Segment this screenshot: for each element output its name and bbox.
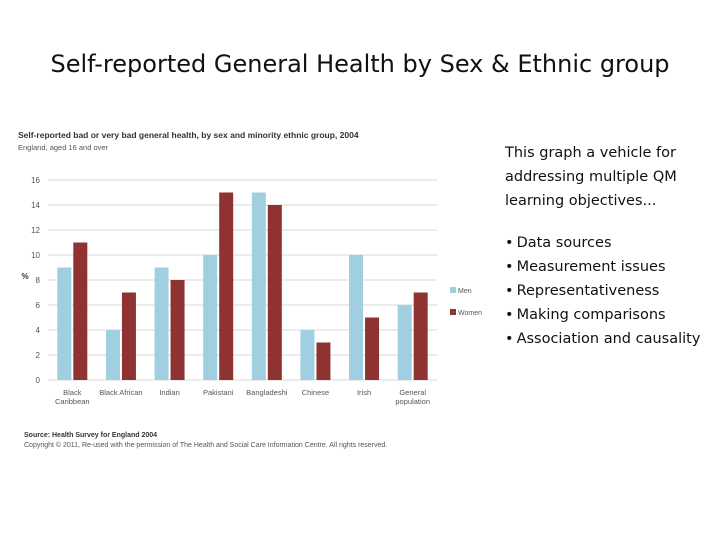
x-tick-label: Bangladeshi — [246, 388, 288, 397]
list-item-label: Data sources — [516, 235, 612, 251]
bar-women — [121, 292, 136, 380]
chart-copyright: Copyright © 2011, Re-used with the permi… — [24, 442, 388, 449]
list-item: • Association and causality — [505, 327, 717, 351]
bar-men — [251, 192, 266, 380]
y-tick-label: 2 — [36, 351, 41, 360]
x-tick-label: Black African — [99, 388, 142, 397]
bullet-icon: • — [505, 307, 514, 323]
legend-swatch-women — [450, 309, 456, 315]
bar-women — [73, 242, 88, 380]
bullet-icon: • — [505, 259, 514, 275]
bar-women — [219, 192, 234, 380]
objectives-list: • Data sources • Measurement issues • Repre… — [505, 231, 717, 351]
y-tick-label: 8 — [36, 276, 41, 285]
x-tick-label: Pakistani — [203, 388, 234, 397]
y-tick-label: 4 — [36, 326, 41, 335]
chart-title: Self-reported bad or very bad general he… — [18, 130, 359, 140]
list-item: • Making comparisons — [505, 303, 717, 327]
bar-men — [349, 255, 364, 380]
bar-men — [105, 330, 120, 380]
list-item-label: Association and causality — [516, 331, 701, 347]
bar-women — [316, 342, 331, 380]
y-tick-label: 0 — [36, 376, 41, 385]
list-item-label: Representativeness — [516, 283, 660, 299]
x-tick-label: Chinese — [302, 388, 330, 397]
chart-subtitle: England, aged 16 and over — [18, 143, 109, 152]
bullet-icon: • — [505, 235, 514, 251]
legend-label-men: Men — [458, 288, 472, 295]
x-tick-label: Irish — [357, 388, 371, 397]
side-text: This graph a vehicle for addressing mult… — [505, 141, 717, 351]
x-tick-label-line: Indian — [159, 388, 179, 397]
x-tick-label-line: population — [395, 397, 430, 406]
y-tick-label: 12 — [31, 226, 40, 235]
list-item: • Data sources — [505, 231, 717, 255]
bar-men — [57, 267, 72, 380]
y-tick-label: 6 — [36, 301, 41, 310]
x-tick-label: Black Caribbean — [55, 388, 90, 406]
bar-women — [413, 292, 428, 380]
y-tick-label: 14 — [31, 201, 40, 210]
y-axis-label: % — [21, 272, 28, 281]
list-item: • Measurement issues — [505, 255, 717, 279]
chart-source: Source: Health Survey for England 2004 — [24, 432, 158, 439]
list-item-label: Making comparisons — [516, 307, 666, 323]
x-tick-label-line: Pakistani — [203, 388, 234, 397]
bullet-icon: • — [505, 283, 514, 299]
x-tick-label-line: General — [399, 388, 426, 397]
legend-label-women: Women — [458, 310, 482, 317]
x-tick-label: Indian — [159, 388, 179, 397]
x-tick-label-line: Caribbean — [55, 397, 90, 406]
bar-men — [397, 305, 412, 380]
legend-swatch-men — [450, 287, 456, 293]
x-tick-label-line: Black African — [99, 388, 142, 397]
bar-women — [365, 317, 380, 380]
side-intro: This graph a vehicle for addressing mult… — [505, 145, 677, 209]
bar-men — [203, 255, 218, 380]
slide-title: Self-reported General Health by Sex & Et… — [50, 50, 670, 78]
list-item-label: Measurement issues — [516, 259, 666, 275]
x-tick-label-line: Chinese — [302, 388, 330, 397]
list-item: • Representativeness — [505, 279, 717, 303]
bar-men — [300, 330, 315, 380]
x-tick-label: General population — [395, 388, 430, 406]
bar-women — [267, 205, 282, 380]
bar-men — [154, 267, 169, 380]
y-tick-label: 10 — [31, 251, 40, 260]
bar-women — [170, 280, 185, 380]
x-tick-label-line: Bangladeshi — [246, 388, 288, 397]
y-tick-label: 16 — [31, 176, 40, 185]
x-tick-label-line: Irish — [357, 388, 371, 397]
x-tick-label-line: Black — [63, 388, 82, 397]
bullet-icon: • — [505, 331, 514, 347]
